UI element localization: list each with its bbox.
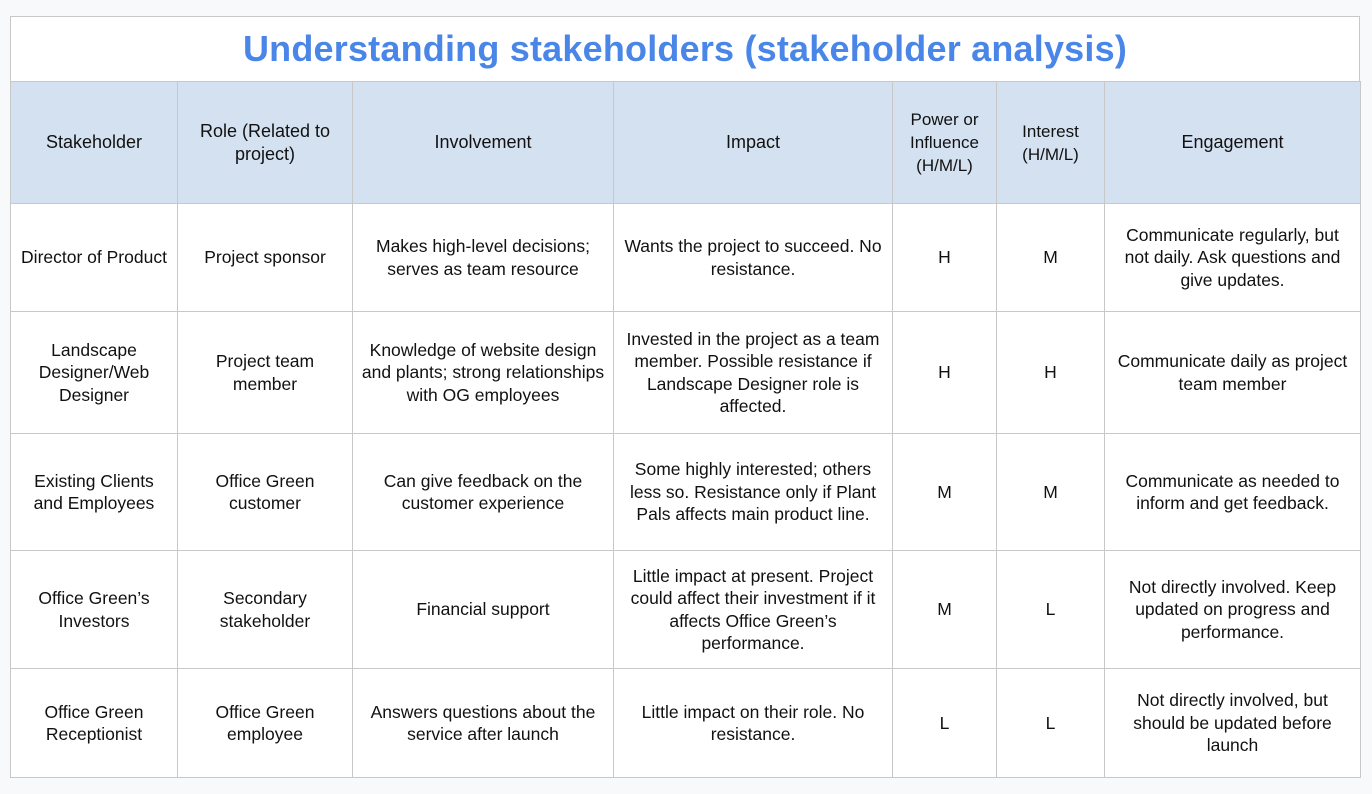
cell-engagement: Communicate as needed to inform and get … <box>1104 433 1361 551</box>
cell-involvement: Knowledge of website design and plants; … <box>352 311 614 434</box>
cell-stakeholder: Office Green’s Investors <box>10 550 178 669</box>
cell-interest: M <box>996 203 1105 312</box>
cell-impact: Little impact at present. Project could … <box>613 550 893 669</box>
table-row: Office Green’s Investors Secondary stake… <box>10 550 1361 669</box>
cell-impact: Some highly interested; others less so. … <box>613 433 893 551</box>
cell-interest: L <box>996 550 1105 669</box>
cell-engagement: Communicate regularly, but not daily. As… <box>1104 203 1361 312</box>
header-impact: Impact <box>613 81 893 204</box>
header-power: Power or Influence (H/M/L) <box>892 81 997 204</box>
cell-power: M <box>892 433 997 551</box>
header-involvement: Involvement <box>352 81 614 204</box>
stakeholder-table: Stakeholder Role (Related to project) In… <box>10 81 1361 778</box>
cell-power: H <box>892 311 997 434</box>
cell-interest: H <box>996 311 1105 434</box>
header-role: Role (Related to project) <box>177 81 353 204</box>
cell-interest: M <box>996 433 1105 551</box>
page-title: Understanding stakeholders (stakeholder … <box>242 28 1128 69</box>
cell-involvement: Answers questions about the service afte… <box>352 668 614 778</box>
cell-stakeholder: Director of Product <box>10 203 178 312</box>
cell-power: L <box>892 668 997 778</box>
header-engagement: Engagement <box>1104 81 1361 204</box>
cell-power: M <box>892 550 997 669</box>
table-row: Director of Product Project sponsor Make… <box>10 203 1361 312</box>
cell-role: Office Green customer <box>177 433 353 551</box>
table-row: Existing Clients and Employees Office Gr… <box>10 433 1361 551</box>
cell-stakeholder: Landscape Designer/Web Designer <box>10 311 178 434</box>
table-row: Office Green Receptionist Office Green e… <box>10 668 1361 778</box>
header-interest: Interest (H/M/L) <box>996 81 1105 204</box>
title-row: Understanding stakeholders (stakeholder … <box>10 17 1360 81</box>
cell-involvement: Makes high-level decisions; serves as te… <box>352 203 614 312</box>
table-row: Landscape Designer/Web Designer Project … <box>10 311 1361 434</box>
stakeholder-sheet: Understanding stakeholders (stakeholder … <box>10 16 1361 778</box>
cell-stakeholder: Office Green Receptionist <box>10 668 178 778</box>
cell-role: Project team member <box>177 311 353 434</box>
table-header-row: Stakeholder Role (Related to project) In… <box>10 81 1361 204</box>
cell-involvement: Financial support <box>352 550 614 669</box>
cell-impact: Invested in the project as a team member… <box>613 311 893 434</box>
cell-engagement: Communicate daily as project team member <box>1104 311 1361 434</box>
header-stakeholder: Stakeholder <box>10 81 178 204</box>
cell-stakeholder: Existing Clients and Employees <box>10 433 178 551</box>
cell-impact: Wants the project to succeed. No resista… <box>613 203 893 312</box>
cell-engagement: Not directly involved, but should be upd… <box>1104 668 1361 778</box>
cell-role: Project sponsor <box>177 203 353 312</box>
cell-role: Secondary stakeholder <box>177 550 353 669</box>
cell-impact: Little impact on their role. No resistan… <box>613 668 893 778</box>
cell-engagement: Not directly involved. Keep updated on p… <box>1104 550 1361 669</box>
cell-role: Office Green employee <box>177 668 353 778</box>
cell-interest: L <box>996 668 1105 778</box>
cell-power: H <box>892 203 997 312</box>
cell-involvement: Can give feedback on the customer experi… <box>352 433 614 551</box>
